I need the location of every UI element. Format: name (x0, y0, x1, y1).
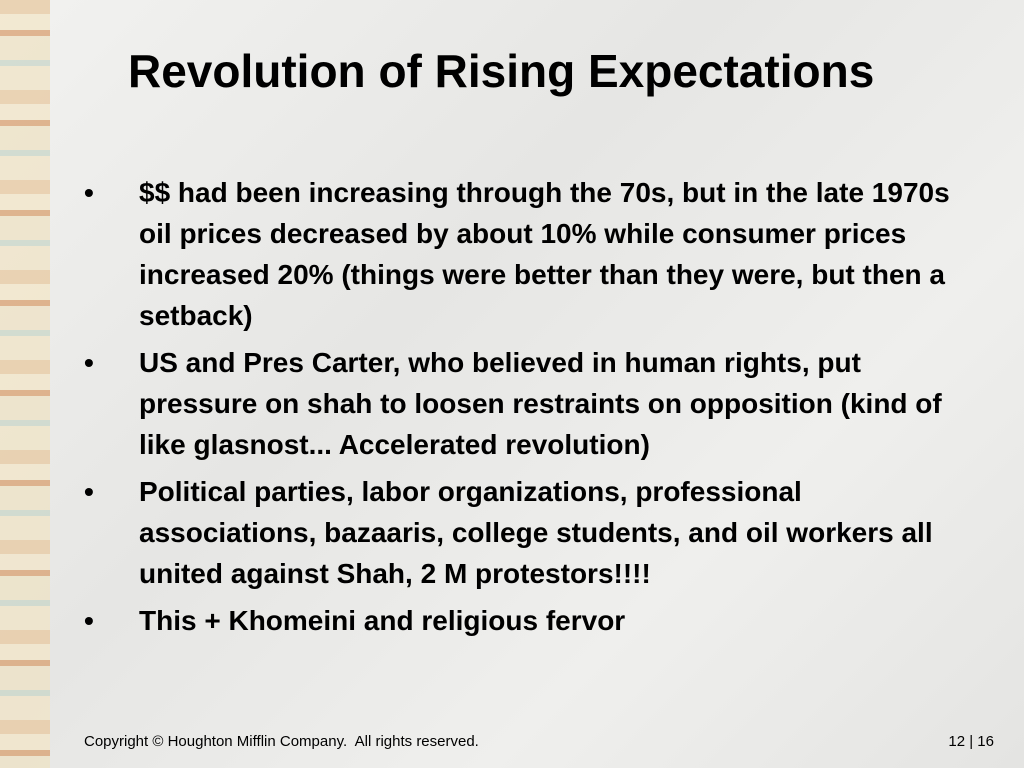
bullet-list: • $$ had been increasing through the 70s,… (84, 172, 984, 647)
bullet-item: • Political parties, labor organizations,… (84, 471, 984, 594)
copyright: Copyright © Houghton Mifflin Company. Al… (84, 733, 479, 750)
bullet-item: • This + Khomeini and religious fervor (84, 600, 984, 641)
bullet-text: $$ had been increasing through the 70s, … (139, 177, 950, 331)
slide-title: Revolution of Rising Expectations (128, 45, 875, 97)
bullet-item: • $$ had been increasing through the 70s,… (84, 172, 984, 336)
bullet-symbol: • (84, 605, 94, 636)
decorative-strip (0, 0, 50, 768)
bullet-item: • US and Pres Carter, who believed in hum… (84, 342, 984, 465)
bullet-text: US and Pres Carter, who believed in huma… (139, 347, 942, 460)
bullet-symbol: • (84, 347, 94, 378)
page-number: 12 | 16 (948, 733, 994, 750)
bullet-symbol: • (84, 476, 94, 507)
bullet-text: Political parties, labor organizations, … (139, 476, 933, 589)
bullet-symbol: • (84, 177, 94, 208)
bullet-text: This + Khomeini and religious fervor (139, 605, 626, 636)
